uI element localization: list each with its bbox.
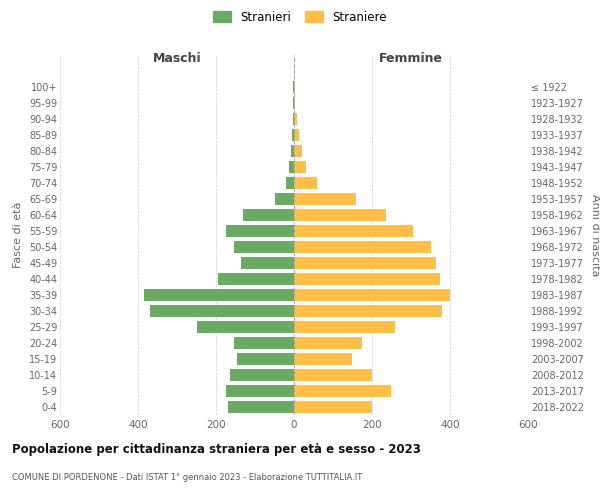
Text: Maschi: Maschi: [152, 52, 202, 66]
Bar: [294, 257, 436, 269]
Bar: [294, 97, 295, 109]
Bar: [150, 305, 294, 317]
Bar: [294, 225, 413, 237]
Bar: [228, 401, 294, 413]
Bar: [226, 385, 294, 397]
Text: Femmine: Femmine: [379, 52, 443, 66]
Bar: [294, 81, 295, 93]
Bar: [294, 321, 395, 333]
Bar: [197, 321, 294, 333]
Legend: Stranieri, Straniere: Stranieri, Straniere: [211, 8, 389, 26]
Bar: [294, 369, 372, 381]
Text: Popolazione per cittadinanza straniera per età e sesso - 2023: Popolazione per cittadinanza straniera p…: [12, 442, 421, 456]
Bar: [294, 385, 391, 397]
Bar: [230, 369, 294, 381]
Bar: [294, 241, 431, 253]
Bar: [286, 177, 294, 189]
Bar: [275, 193, 294, 205]
Bar: [294, 337, 362, 349]
Bar: [294, 145, 302, 157]
Bar: [293, 97, 294, 109]
Bar: [144, 289, 294, 301]
Bar: [294, 161, 306, 173]
Text: COMUNE DI PORDENONE - Dati ISTAT 1° gennaio 2023 - Elaborazione TUTTITALIA.IT: COMUNE DI PORDENONE - Dati ISTAT 1° genn…: [12, 472, 362, 482]
Y-axis label: Fasce di età: Fasce di età: [13, 202, 23, 268]
Bar: [241, 257, 294, 269]
Bar: [294, 289, 450, 301]
Bar: [226, 225, 294, 237]
Bar: [233, 241, 294, 253]
Bar: [233, 337, 294, 349]
Bar: [291, 145, 294, 157]
Bar: [238, 353, 294, 365]
Bar: [294, 193, 356, 205]
Bar: [294, 401, 372, 413]
Bar: [292, 129, 294, 141]
Bar: [293, 113, 294, 125]
Bar: [294, 305, 442, 317]
Bar: [294, 129, 299, 141]
Bar: [293, 81, 294, 93]
Bar: [244, 209, 294, 221]
Bar: [294, 177, 317, 189]
Bar: [294, 273, 440, 285]
Bar: [289, 161, 294, 173]
Bar: [294, 209, 386, 221]
Bar: [294, 353, 352, 365]
Y-axis label: Anni di nascita: Anni di nascita: [590, 194, 600, 276]
Bar: [218, 273, 294, 285]
Bar: [294, 113, 297, 125]
